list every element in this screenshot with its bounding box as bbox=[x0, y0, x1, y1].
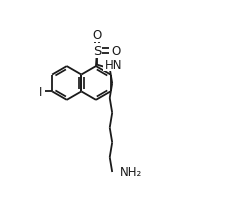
Text: S: S bbox=[93, 45, 101, 58]
Text: O: O bbox=[111, 45, 121, 58]
Text: NH₂: NH₂ bbox=[120, 166, 142, 179]
Text: O: O bbox=[92, 29, 102, 42]
Text: I: I bbox=[39, 85, 43, 98]
Text: HN: HN bbox=[104, 58, 122, 71]
